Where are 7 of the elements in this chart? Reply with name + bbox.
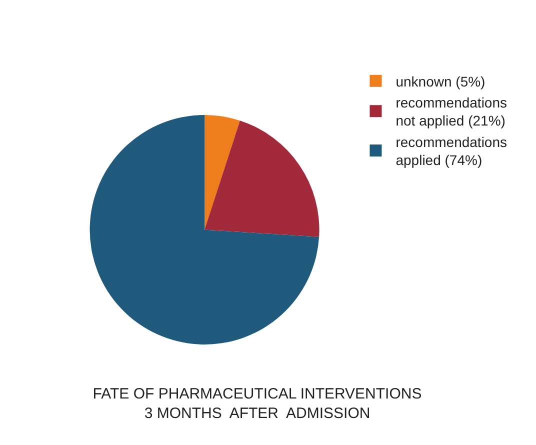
pie-slice	[90, 114, 320, 344]
legend-label: unknown (5%)	[396, 73, 486, 90]
legend-label: recommendations applied (74%)	[396, 134, 507, 168]
pie-slice	[204, 120, 320, 237]
legend-label: recommendations not applied (21%)	[396, 94, 507, 129]
text: FATE OF PHARMACEUTICAL INTERVENTIONS 3 MONTHS AFTER ADMISSION	[92, 385, 422, 422]
pie-slice	[204, 114, 240, 230]
